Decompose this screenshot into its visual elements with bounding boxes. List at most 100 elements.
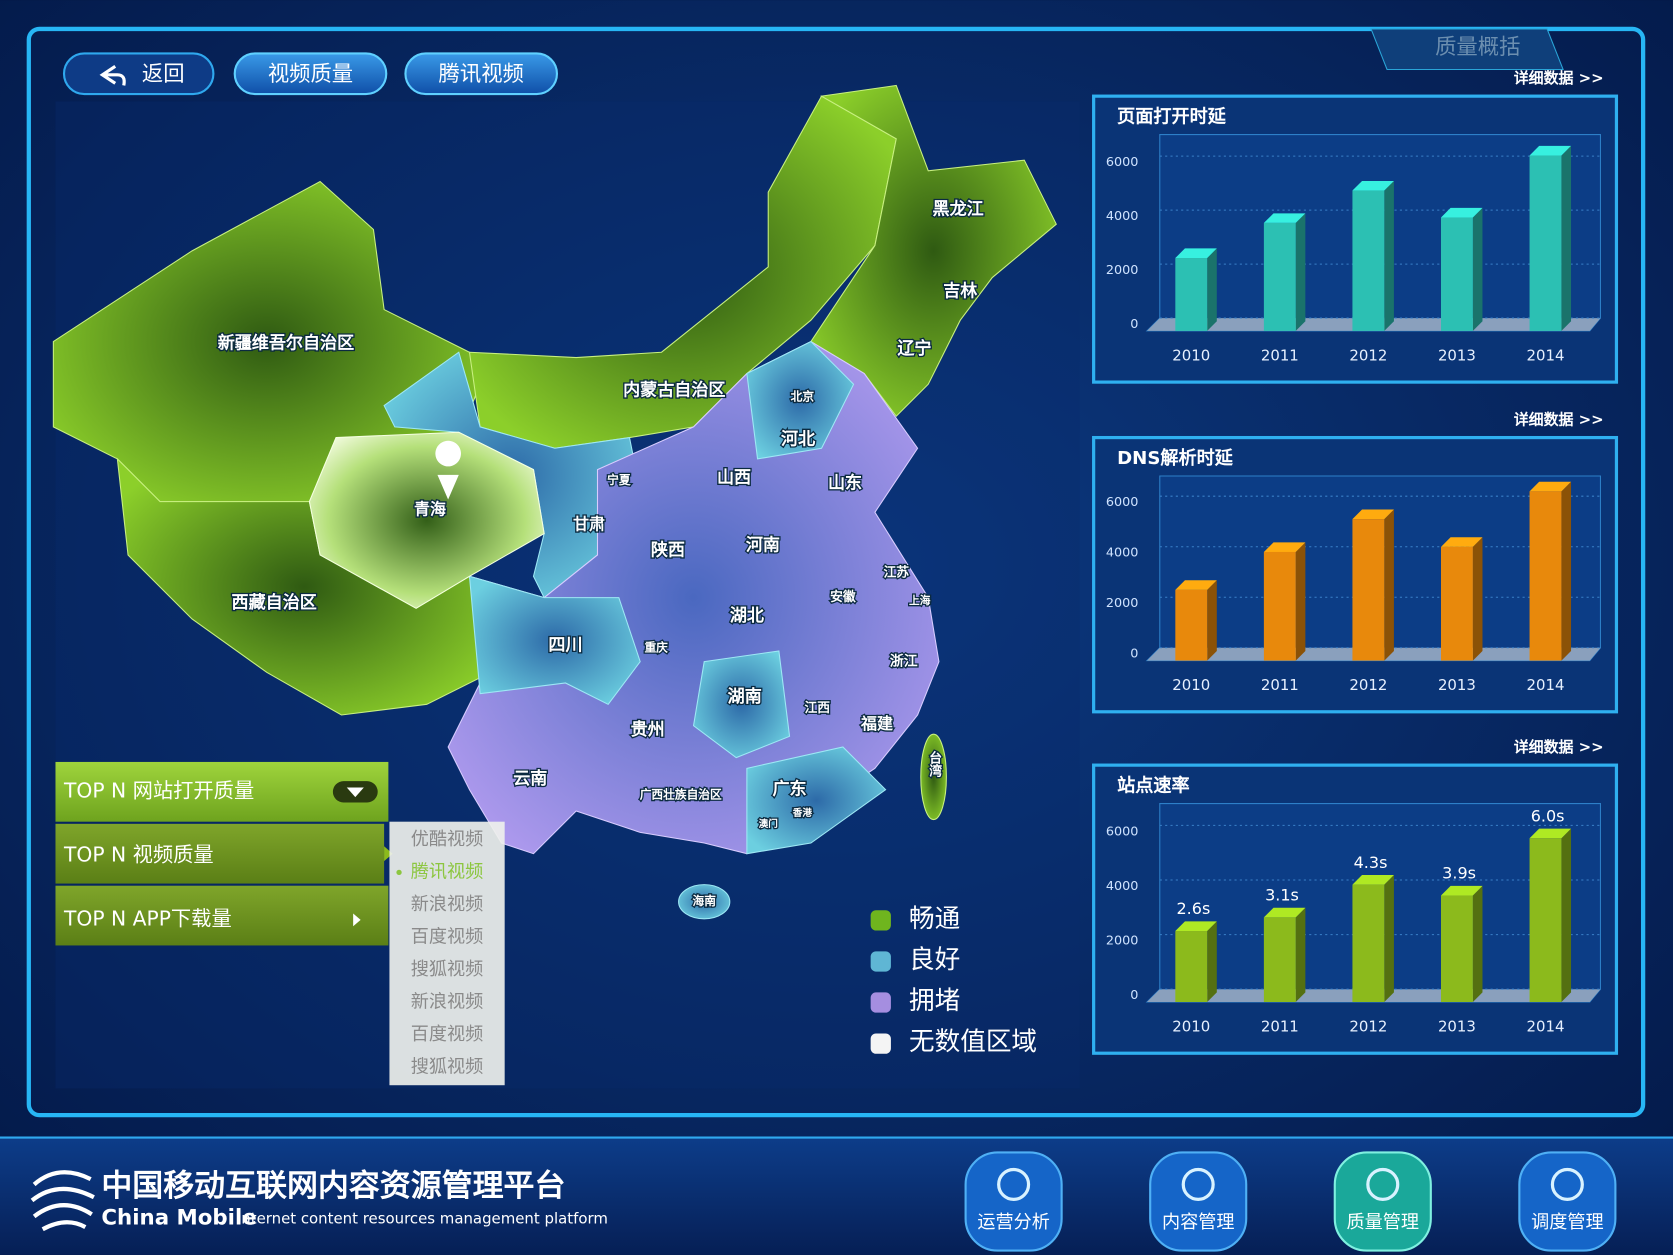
bar-top [1263, 542, 1306, 552]
nav-label[interactable]: 调度管理 [1531, 1212, 1604, 1233]
region-shape [810, 84, 1057, 418]
x-tick-label: 2011 [1261, 346, 1299, 364]
region-label: 浙江 [890, 653, 918, 670]
bar [1263, 917, 1296, 1003]
region-label: 广西壮族自治区 [640, 788, 722, 802]
submenu-item[interactable]: 优酷视频 [411, 829, 484, 850]
nav-label[interactable]: 内容管理 [1162, 1212, 1235, 1233]
bar-side [1561, 828, 1572, 1003]
submenu-item[interactable]: 腾讯视频 [411, 861, 484, 882]
menu-label[interactable]: TOP N APP下载量 [63, 906, 232, 930]
region-label: 北京 [791, 390, 815, 404]
value-label: 4.3s [1354, 853, 1388, 872]
bar-top [1175, 248, 1217, 259]
filter-button[interactable] [233, 52, 388, 96]
legend-label: 良好 [909, 945, 960, 975]
bar [1263, 551, 1296, 661]
top-buttons: 返回 视频质量 腾讯视频 [62, 52, 559, 96]
y-tick-label: 2000 [1106, 596, 1139, 611]
bar-side [1295, 907, 1306, 1003]
nav-button[interactable] [1518, 1151, 1617, 1252]
menu-label[interactable]: TOP N 网站打开质量 [63, 778, 254, 802]
submenu-item[interactable]: 新浪视频 [411, 894, 484, 915]
region-label: 内蒙古自治区 [623, 380, 725, 401]
bar [1440, 895, 1473, 1003]
x-tick-label: 2011 [1261, 676, 1299, 694]
back-button[interactable] [62, 52, 215, 96]
region-shape [678, 884, 731, 920]
menu-pointer [384, 846, 393, 862]
region-shape [692, 650, 791, 759]
region-label: 上海 [909, 594, 931, 607]
nav-icon [1550, 1167, 1584, 1201]
button-label[interactable]: 返回 [142, 62, 185, 87]
chart: 0 2000 4000 6000 2010 2011 2012 2013 2014 [1106, 475, 1601, 694]
detail-link[interactable]: 详细数据 >> [1514, 411, 1604, 429]
tab [1370, 28, 1564, 71]
nav-label[interactable]: 运营分析 [977, 1212, 1050, 1233]
y-tick-label: 0 [1130, 317, 1138, 332]
selected-dot [396, 869, 402, 876]
bar-side [1472, 885, 1483, 1003]
region-label: 安徽 [830, 589, 856, 605]
y-tick-label: 4000 [1106, 546, 1139, 561]
legend-swatch [870, 1033, 891, 1054]
region-shape [308, 431, 545, 609]
region-label: 重庆 [644, 640, 668, 654]
x-tick-label: 2012 [1349, 676, 1387, 694]
x-tick-label: 2013 [1438, 676, 1476, 694]
bar [1175, 589, 1208, 661]
region-label: 宁夏 [607, 473, 631, 487]
y-tick-label: 6000 [1106, 495, 1139, 510]
x-tick-label: 2012 [1349, 346, 1387, 364]
menu-item[interactable] [55, 885, 389, 946]
button-label[interactable]: 视频质量 [268, 62, 353, 87]
button-label[interactable]: 腾讯视频 [439, 62, 524, 87]
nav-button[interactable] [964, 1151, 1063, 1252]
bar-side [1561, 481, 1572, 661]
menu-label[interactable]: TOP N 视频质量 [63, 842, 214, 866]
nav-button[interactable] [1333, 1151, 1432, 1252]
bar-side [1295, 542, 1306, 661]
region-label: 辽宁 [897, 338, 931, 359]
y-tick-label: 2000 [1106, 263, 1139, 278]
submenu-item[interactable]: 搜狐视频 [411, 959, 484, 980]
detail-link[interactable]: 详细数据 >> [1514, 738, 1604, 756]
nav-label[interactable]: 质量管理 [1347, 1212, 1420, 1233]
bar-top [1529, 145, 1572, 156]
y-tick-label: 0 [1130, 647, 1138, 662]
region-label: 广东 [772, 779, 806, 800]
value-label: 2.6s [1177, 899, 1211, 918]
region-label: 黑龙江 [933, 198, 984, 219]
submenu-item[interactable]: 新浪视频 [411, 992, 484, 1013]
bar [1352, 519, 1385, 661]
bar [1440, 546, 1473, 661]
legend-swatch [870, 992, 891, 1013]
region-label: 云南 [513, 768, 547, 789]
region-shape [920, 733, 947, 821]
region-label: 贵州 [631, 719, 665, 740]
nav-button[interactable] [1149, 1151, 1248, 1252]
submenu-item[interactable]: 百度视频 [411, 1024, 484, 1045]
submenu-item[interactable]: 搜狐视频 [411, 1057, 484, 1078]
x-tick-label: 2014 [1527, 1018, 1565, 1036]
logo-stroke [30, 1186, 95, 1203]
filter-button[interactable] [404, 52, 559, 96]
chart: 0 2000 4000 6000 2010 2011 2012 2013 2014 [1106, 134, 1601, 364]
menu-item[interactable] [55, 823, 385, 884]
y-tick-label: 4000 [1106, 879, 1139, 894]
bar [1352, 884, 1385, 1003]
bar-top [1352, 509, 1394, 520]
bar-top [1529, 828, 1572, 839]
legend-swatch [870, 951, 891, 972]
bar-top [1440, 537, 1483, 547]
tab-label: 质量概括 [1435, 35, 1520, 60]
detail-link[interactable]: 详细数据 >> [1514, 69, 1604, 87]
bar [1263, 222, 1296, 331]
nav-icon [1181, 1167, 1215, 1201]
x-tick-label: 2012 [1349, 1018, 1387, 1036]
submenu-item[interactable]: 百度视频 [411, 926, 484, 947]
region-label: 西藏自治区 [232, 592, 317, 613]
bar-top [1175, 921, 1217, 932]
